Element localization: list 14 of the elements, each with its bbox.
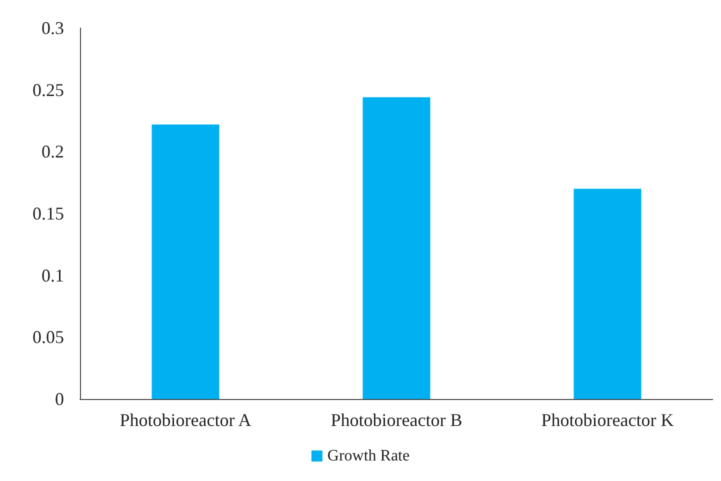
y-tick-label: 0.15 bbox=[32, 204, 64, 224]
bar bbox=[152, 124, 220, 399]
y-tick-label: 0.25 bbox=[32, 80, 64, 100]
x-tick-label: Photobioreactor K bbox=[541, 410, 674, 430]
bar bbox=[574, 188, 642, 399]
legend-label: Growth Rate bbox=[327, 448, 410, 464]
x-tick-label: Photobioreactor B bbox=[330, 410, 462, 430]
y-tick-label: 0.1 bbox=[42, 265, 64, 286]
y-tick-label: 0.05 bbox=[32, 327, 64, 348]
y-tick-label: 0.3 bbox=[42, 18, 64, 38]
bar bbox=[362, 97, 430, 399]
y-tick-label: 0 bbox=[55, 389, 64, 409]
y-tick-label: 0.2 bbox=[42, 142, 64, 162]
x-tick-label: Photobioreactor A bbox=[120, 410, 252, 430]
